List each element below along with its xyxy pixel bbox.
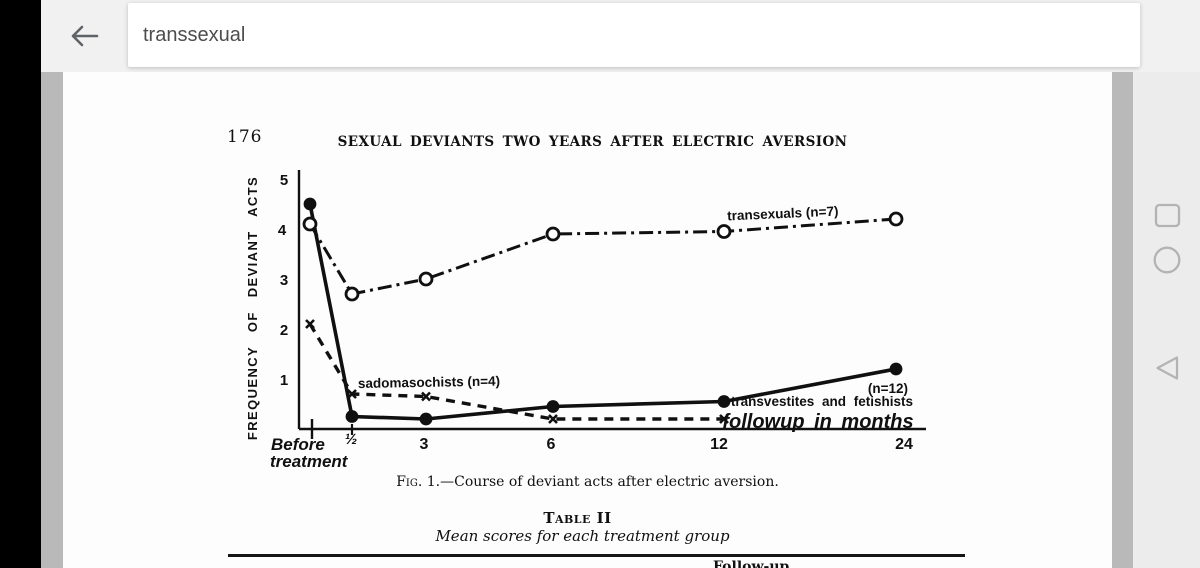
table-subtitle: Mean scores for each treatment group — [435, 527, 730, 545]
marker-x — [305, 319, 315, 329]
x-tick-label: ½ — [345, 431, 358, 448]
y-tick-label: 5 — [280, 172, 288, 189]
label-transexuals: transexuals (n=7) — [727, 204, 839, 224]
y-tick-label: 1 — [280, 372, 288, 389]
marker-filled-circle — [717, 395, 731, 408]
back-button[interactable] — [61, 13, 107, 59]
marker-open-circle — [888, 211, 904, 227]
marker-filled-circle — [303, 197, 317, 211]
document-viewer[interactable]: 176 SEXUAL DEVIANTS TWO YEARS AFTER ELEC… — [41, 72, 1133, 568]
x-label-before: Before — [271, 435, 325, 454]
marker-filled-circle — [546, 400, 560, 413]
x-tick-label: 12 — [710, 436, 728, 453]
home-button[interactable] — [1133, 230, 1200, 290]
marker-x — [719, 414, 729, 424]
y-tick-label: 3 — [280, 272, 288, 289]
home-circle-icon — [1153, 246, 1180, 274]
marker-x — [347, 389, 357, 399]
marker-filled-circle — [889, 362, 903, 376]
series-line-x — [308, 323, 724, 421]
table-label: Table II — [543, 509, 612, 527]
recents-button[interactable] — [1133, 185, 1200, 245]
marker-open-circle — [545, 226, 561, 242]
recents-square-icon — [1154, 203, 1180, 228]
running-title: SEXUAL DEVIANTS TWO YEARS AFTER ELECTRIC… — [337, 134, 848, 150]
back-nav-button[interactable] — [1133, 338, 1200, 398]
search-input[interactable] — [128, 3, 1140, 67]
arrow-left-icon — [71, 25, 99, 47]
marker-x — [421, 391, 431, 402]
marker-open-circle — [344, 286, 360, 302]
series-line-open-circle — [308, 217, 897, 296]
x-tick-label: 6 — [547, 436, 556, 453]
label-sadomasochists: sadomasochists (n=4) — [358, 374, 500, 391]
x-label-treatment: treatment — [270, 452, 349, 471]
label-n12: (n=12) — [868, 381, 908, 396]
search-app-bar — [41, 0, 1200, 73]
figure-caption-text: Course of deviant acts after electric av… — [454, 474, 779, 490]
marker-filled-circle — [419, 412, 433, 426]
table-rule — [228, 554, 965, 557]
figure-caption-prefix: Fig. 1.— — [396, 474, 455, 490]
document-page: 176 SEXUAL DEVIANTS TWO YEARS AFTER ELEC… — [63, 72, 1112, 568]
marker-filled-circle — [345, 410, 359, 423]
figure-caption: Fig. 1.—Course of deviant acts after ele… — [63, 474, 1112, 490]
y-tick-label: 4 — [278, 222, 287, 239]
system-navbar — [1133, 72, 1200, 568]
letterbox-strip — [0, 0, 41, 568]
x-tick-label: 24 — [895, 436, 913, 453]
y-tick-label: 2 — [280, 322, 288, 339]
marker-open-circle — [418, 271, 434, 287]
label-transvestites: transvestites and fetishists — [731, 394, 913, 409]
table-partial-header: Follow-up — [713, 559, 790, 568]
marker-open-circle — [716, 224, 732, 239]
marker-x — [548, 414, 558, 424]
page-number: 176 — [227, 127, 263, 147]
marker-open-circle — [302, 216, 318, 232]
x-tick-label: 3 — [420, 436, 429, 453]
y-axis-title: FREQUENCY OF DEVIANT ACTS — [245, 176, 260, 440]
x-axis-title: followup in months — [722, 411, 913, 433]
back-triangle-icon — [1155, 356, 1178, 380]
